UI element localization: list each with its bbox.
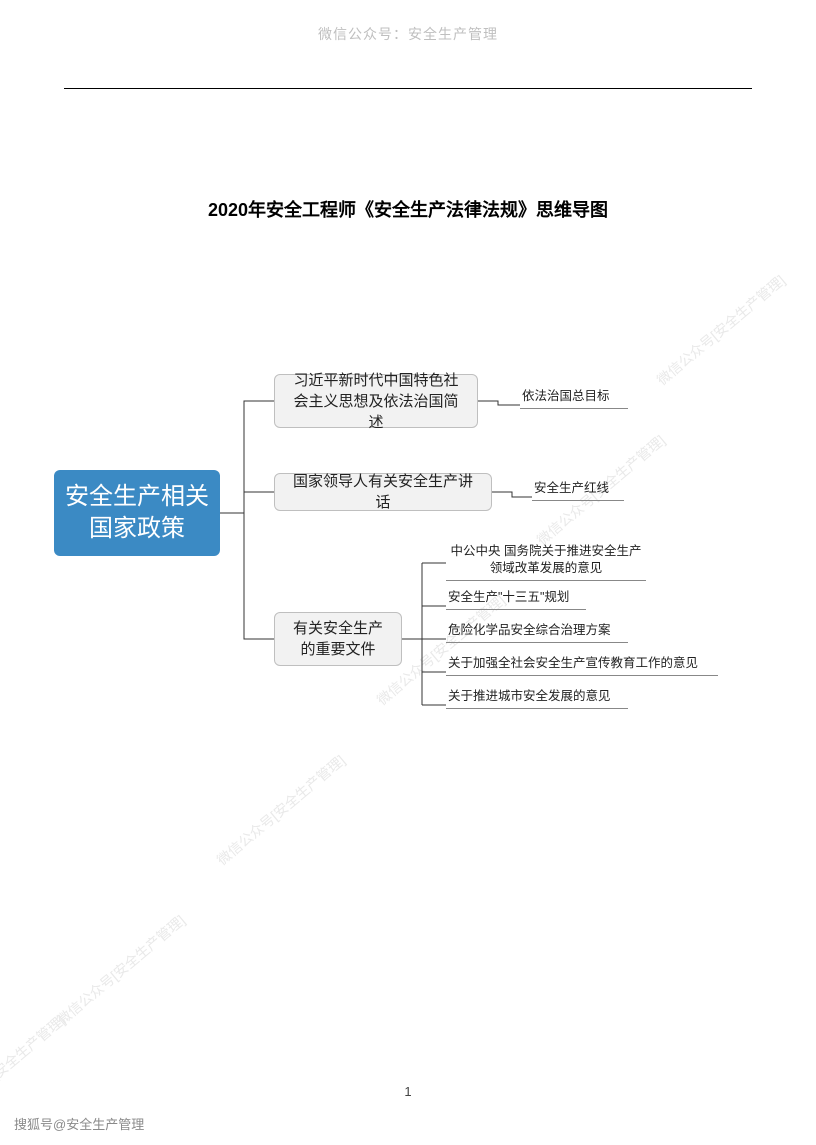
mindmap-root: 安全生产相关国家政策 (54, 470, 220, 556)
mindmap-leaf: 危险化学品安全综合治理方案 (446, 622, 628, 643)
mindmap-leaf: 关于加强全社会安全生产宣传教育工作的意见 (446, 655, 718, 676)
header-rule (64, 88, 752, 89)
mindmap-leaf: 安全生产红线 (532, 480, 624, 501)
mindmap-root-label: 安全生产相关国家政策 (64, 481, 210, 546)
mindmap-branch-3: 有关安全生产的重要文件 (274, 612, 402, 666)
page-number: 1 (0, 1084, 816, 1099)
mindmap-branch-label: 有关安全生产的重要文件 (287, 618, 389, 660)
watermark: 微信公众号[安全生产管理] (52, 910, 189, 1029)
mindmap-branch-label: 国家领导人有关安全生产讲话 (287, 471, 479, 513)
mindmap: 安全生产相关国家政策 习近平新时代中国特色社会主义思想及依法治国简述 依法治国总… (54, 360, 774, 780)
mindmap-branch-2: 国家领导人有关安全生产讲话 (274, 473, 492, 511)
mindmap-leaf: 关于推进城市安全发展的意见 (446, 688, 628, 709)
mindmap-leaf: 安全生产"十三五"规划 (446, 589, 586, 610)
mindmap-leaf: 依法治国总目标 (520, 388, 628, 409)
document-title: 2020年安全工程师《安全生产法律法规》思维导图 (0, 196, 816, 222)
page-header: 微信公众号：安全生产管理 (0, 24, 816, 44)
mindmap-branch-1: 习近平新时代中国特色社会主义思想及依法治国简述 (274, 374, 478, 428)
mindmap-leaf: 中公中央 国务院关于推进安全生产领域改革发展的意见 (446, 543, 646, 581)
watermark: 微信公众号[安全生产管理] (0, 1010, 69, 1129)
mindmap-branch-label: 习近平新时代中国特色社会主义思想及依法治国简述 (287, 370, 465, 433)
footer-attribution: 搜狐号@安全生产管理 (14, 1114, 144, 1133)
